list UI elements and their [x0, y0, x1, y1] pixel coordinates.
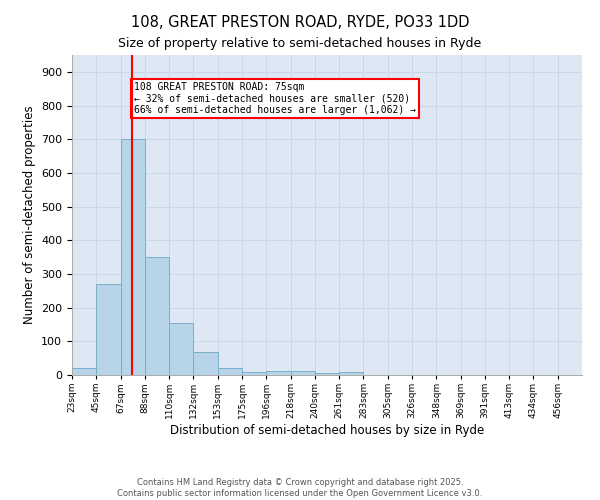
Bar	[242, 372, 266, 375]
Bar	[169, 323, 193, 375]
Y-axis label: Number of semi-detached properties: Number of semi-detached properties	[23, 106, 35, 324]
Bar	[72, 368, 96, 375]
Bar	[193, 352, 218, 375]
Bar	[96, 284, 121, 375]
Bar	[145, 257, 169, 375]
Bar	[339, 372, 364, 375]
Text: 108 GREAT PRESTON ROAD: 75sqm
← 32% of semi-detached houses are smaller (520)
66: 108 GREAT PRESTON ROAD: 75sqm ← 32% of s…	[134, 82, 416, 115]
Bar	[218, 368, 242, 375]
Text: 108, GREAT PRESTON ROAD, RYDE, PO33 1DD: 108, GREAT PRESTON ROAD, RYDE, PO33 1DD	[131, 15, 469, 30]
Bar	[266, 371, 290, 375]
Text: Size of property relative to semi-detached houses in Ryde: Size of property relative to semi-detach…	[118, 38, 482, 51]
X-axis label: Distribution of semi-detached houses by size in Ryde: Distribution of semi-detached houses by …	[170, 424, 484, 437]
Bar	[290, 370, 315, 375]
Bar	[121, 139, 145, 375]
Bar	[315, 372, 339, 375]
Text: Contains HM Land Registry data © Crown copyright and database right 2025.
Contai: Contains HM Land Registry data © Crown c…	[118, 478, 482, 498]
